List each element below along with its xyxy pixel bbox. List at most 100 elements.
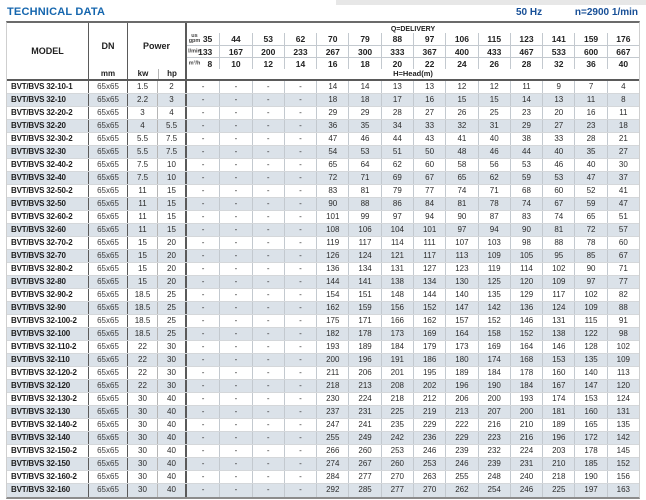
table-row: BVT/BVS 32-150 65x65 30 40- - - -274 267 260 253 2… [7, 458, 639, 471]
head-value-cell: - [201, 212, 205, 221]
head-value-cell: 59 [509, 172, 542, 184]
model-cell: BVT/BVS 32-70 [7, 250, 89, 262]
head-value-cell: 28 [574, 133, 606, 145]
head-value-cell: 232 [477, 445, 510, 457]
table-row: BVT/BVS 32-40 65x65 7.5 10- - - -72 71 69 67 65 62 5… [7, 172, 639, 185]
head-value-cell: - [251, 211, 284, 223]
model-cell: BVT/BVS 32-150-2 [7, 445, 89, 457]
header-flow-value: 26 [477, 58, 510, 69]
header-flow-value: 533 [542, 46, 575, 58]
head-value-cell: 277 [380, 484, 413, 497]
head-value-cell: 230 [316, 393, 348, 405]
head-value-cell: 58 [445, 159, 477, 171]
head-value-cell: 54 [316, 146, 348, 158]
head-value-cell: 83 [316, 185, 348, 197]
head-value-cell: - [283, 276, 316, 288]
dn-cell: 65x65 [89, 315, 128, 327]
kw-cell: 11 [128, 185, 158, 197]
spec-labels: 50 Hz n=2900 1/min [486, 7, 638, 18]
head-value-cell: 111 [412, 237, 445, 249]
table-row: BVT/BVS 32-50 65x65 11 15- - - -90 88 86 84 81 78 74… [7, 198, 639, 211]
table-row: BVT/BVS 32-70-2 65x65 15 20- - - -119 117 114 111… [7, 237, 639, 250]
dn-cell: 65x65 [89, 484, 128, 497]
kw-cell: 11 [128, 198, 158, 210]
head-value-cell: 113 [606, 367, 639, 379]
head-value-cell: 21 [606, 133, 639, 145]
head-value-cell: 67 [412, 172, 445, 184]
head-value-cell: - [201, 134, 205, 143]
head-value-cell: 202 [412, 380, 445, 392]
head-value-cell: 152 [509, 328, 542, 340]
header-flow-value: 70 [316, 33, 349, 46]
head-value-cell: 255 [445, 471, 477, 483]
head-value-cell: 267 [348, 458, 380, 470]
head-value-cell: 218 [380, 393, 413, 405]
head-value-cell: 151 [348, 289, 380, 301]
model-cell: BVT/BVS 32-120-2 [7, 367, 89, 379]
head-value-cell: 90 [445, 211, 477, 223]
head-value-cell: 15 [445, 94, 477, 106]
kw-cell: 5.5 [128, 146, 158, 158]
header-flow-value: 97 [412, 33, 446, 46]
head-value-cell: 38 [509, 133, 542, 145]
head-value-cell: 13 [412, 81, 445, 93]
flow-unit-label: us gpm [188, 33, 201, 44]
head-value-cell: - [251, 263, 284, 275]
head-value-cell: 246 [412, 445, 445, 457]
head-value-cell: 239 [477, 458, 510, 470]
head-value-cell: 235 [380, 419, 413, 431]
head-value-cell: 117 [542, 289, 574, 301]
header-flow-value: 167 [219, 46, 252, 58]
head-value-cell: 248 [477, 471, 510, 483]
hp-cell: 15 [158, 211, 187, 223]
header-flow-value: 123 [509, 33, 543, 46]
head-value-cell: 40 [477, 133, 510, 145]
head-value-cell: - [283, 263, 316, 275]
head-value-cell: - [201, 355, 205, 364]
table-row: BVT/BVS 32-70 65x65 15 20- - - -126 124 121 117 11… [7, 250, 639, 263]
head-value-cell: 57 [606, 224, 639, 236]
head-value-cell: 122 [574, 328, 606, 340]
head-value-cell: 185 [574, 458, 606, 470]
head-value-cell: 175 [316, 315, 348, 327]
head-value-cell: 125 [477, 276, 510, 288]
dn-cell: 65x65 [89, 120, 128, 132]
head-value-cell: 130 [445, 276, 477, 288]
head-value-cell: 28 [380, 107, 413, 119]
kw-cell: 30 [128, 406, 158, 418]
table-header: MODEL DN mm Power kw hp Q=DELIVERY H=Hea… [7, 23, 639, 81]
head-value-cell: 79 [380, 185, 413, 197]
head-value-cell: 119 [316, 237, 348, 249]
table-row: BVT/BVS 32-20-2 65x65 3 4- - - -29 29 28 27 26 25 23… [7, 107, 639, 120]
head-value-cell: 81 [445, 198, 477, 210]
head-value-cell: 11 [606, 107, 639, 119]
head-value-cell: - [283, 354, 316, 366]
head-value-cell: - [201, 342, 205, 351]
head-value-cell: 94 [412, 211, 445, 223]
head-value-cell: 97 [445, 224, 477, 236]
dn-cell: 65x65 [89, 185, 128, 197]
head-value-cell: 105 [509, 250, 542, 262]
head-value-cell: 30 [606, 159, 639, 171]
head-value-cell: 102 [542, 263, 574, 275]
head-value-cell: 53 [542, 172, 574, 184]
dn-cell: 65x65 [89, 94, 128, 106]
hp-cell: 25 [158, 289, 187, 301]
head-value-cell: 169 [477, 341, 510, 353]
head-value-cell: - [251, 328, 284, 340]
table-row: BVT/BVS 32-10-1 65x65 1.5 2- - - -14 14 13 13 12 12… [7, 81, 639, 94]
head-value-cell: 285 [348, 484, 380, 497]
head-value-cell: 178 [574, 445, 606, 457]
dn-cell: 65x65 [89, 81, 128, 93]
header-flow-value: 367 [412, 46, 446, 58]
head-value-cell: - [283, 172, 316, 184]
head-value-cell: 178 [348, 328, 380, 340]
head-value-cell: 51 [606, 211, 639, 223]
head-value-cell: 12 [445, 81, 477, 93]
head-value-cell: - [251, 133, 284, 145]
model-cell: BVT/BVS 32-130 [7, 406, 89, 418]
head-value-cell: - [283, 120, 316, 132]
head-value-cell: 71 [348, 172, 380, 184]
hp-cell: 30 [158, 354, 187, 366]
head-value-cell: 266 [316, 445, 348, 457]
